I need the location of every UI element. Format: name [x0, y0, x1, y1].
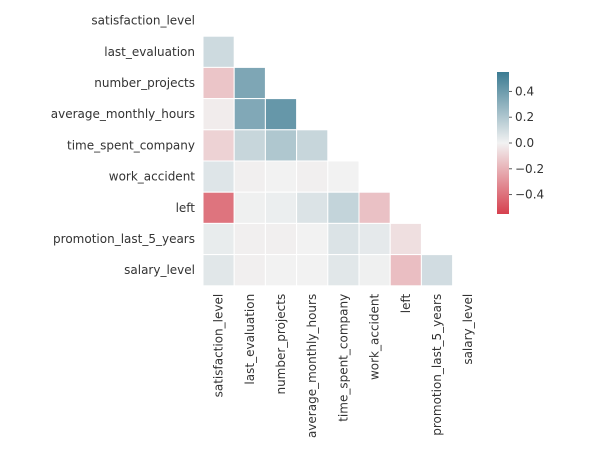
cell-promotion-last-5-years-number-projects — [264, 222, 298, 256]
cell-salary-level-last-evaluation — [233, 254, 266, 287]
cell-salary-level-time-spent-company — [327, 254, 360, 287]
cell-left-time-spent-company — [327, 191, 360, 224]
cell-time-spent-company-average-monthly-hours — [296, 129, 329, 162]
colorbar-tick-label: 0.4 — [515, 84, 534, 98]
colorbar: 0.4 0.2 0.0 −0.2 −0.4 — [497, 72, 544, 214]
cell-promotion-last-5-years-average-monthly-hours — [296, 222, 329, 256]
cell-promotion-last-5-years-satisfaction-level — [202, 222, 235, 256]
cell-promotion-last-5-years-last-evaluation — [233, 222, 266, 256]
colorbar-gradient — [497, 72, 509, 214]
cell-salary-level-number-projects — [264, 254, 298, 287]
cell-average-monthly-hours-number-projects — [264, 98, 298, 131]
y-tick-left: left — [176, 201, 196, 215]
cell-salary-level-promotion-last-5-years — [420, 254, 454, 287]
cell-average-monthly-hours-last-evaluation — [233, 98, 266, 131]
cell-work-accident-satisfaction-level — [202, 160, 235, 193]
x-tick-left: left — [399, 294, 413, 314]
y-tick-satisfaction-level: satisfaction_level — [91, 14, 195, 28]
cell-time-spent-company-number-projects — [264, 129, 298, 162]
cell-number-projects-last-evaluation — [233, 66, 266, 100]
colorbar-ticks: 0.4 0.2 0.0 −0.2 −0.4 — [509, 84, 544, 202]
cell-left-number-projects — [264, 191, 298, 224]
cell-promotion-last-5-years-work-accident — [358, 222, 391, 256]
cell-last-evaluation-satisfaction-level — [202, 35, 235, 68]
x-tick-time-spent-company: time_spent_company — [336, 294, 350, 422]
cell-work-accident-time-spent-company — [327, 160, 360, 193]
x-tick-salary-level: salary_level — [461, 294, 475, 365]
cell-left-last-evaluation — [233, 191, 266, 224]
x-tick-labels: satisfaction_level last_evaluation number_… — [212, 294, 476, 439]
heatmap-cells — [202, 35, 454, 287]
colorbar-tick-label: 0.2 — [515, 110, 534, 124]
y-tick-time-spent-company: time_spent_company — [67, 138, 195, 152]
cell-work-accident-last-evaluation — [233, 160, 266, 193]
cell-work-accident-number-projects — [264, 160, 298, 193]
x-tick-average-monthly-hours: average_monthly_hours — [305, 294, 319, 438]
cell-time-spent-company-last-evaluation — [233, 129, 266, 162]
cell-left-work-accident — [358, 191, 391, 224]
cell-promotion-last-5-years-time-spent-company — [327, 222, 360, 256]
y-tick-salary-level: salary_level — [124, 263, 195, 277]
cell-salary-level-satisfaction-level — [202, 254, 235, 287]
x-tick-last-evaluation: last_evaluation — [243, 294, 257, 385]
y-tick-number-projects: number_projects — [94, 76, 195, 90]
cell-left-satisfaction-level — [202, 191, 235, 224]
colorbar-tick-label: −0.4 — [515, 188, 544, 202]
x-tick-satisfaction-level: satisfaction_level — [212, 294, 226, 398]
cell-work-accident-average-monthly-hours — [296, 160, 329, 193]
x-tick-number-projects: number_projects — [274, 294, 288, 395]
cell-left-average-monthly-hours — [296, 191, 329, 224]
x-tick-work-accident: work_accident — [368, 294, 382, 381]
cell-average-monthly-hours-satisfaction-level — [202, 98, 235, 131]
colorbar-tick-label: −0.2 — [515, 162, 544, 176]
cell-time-spent-company-satisfaction-level — [202, 129, 235, 162]
y-tick-promotion-last-5-years: promotion_last_5_years — [53, 232, 195, 246]
colorbar-tick-label: 0.0 — [515, 136, 534, 150]
y-tick-work-accident: work_accident — [109, 170, 196, 184]
cell-salary-level-average-monthly-hours — [296, 254, 329, 287]
cell-salary-level-work-accident — [358, 254, 391, 287]
y-tick-last-evaluation: last_evaluation — [104, 45, 195, 59]
cell-promotion-last-5-years-left — [389, 222, 422, 256]
x-tick-promotion-last-5-years: promotion_last_5_years — [430, 294, 444, 436]
y-tick-average-monthly-hours: average_monthly_hours — [51, 107, 195, 121]
cell-salary-level-left — [389, 254, 422, 287]
cell-number-projects-satisfaction-level — [202, 66, 235, 100]
y-tick-labels: satisfaction_level last_evaluation number_… — [51, 14, 196, 278]
